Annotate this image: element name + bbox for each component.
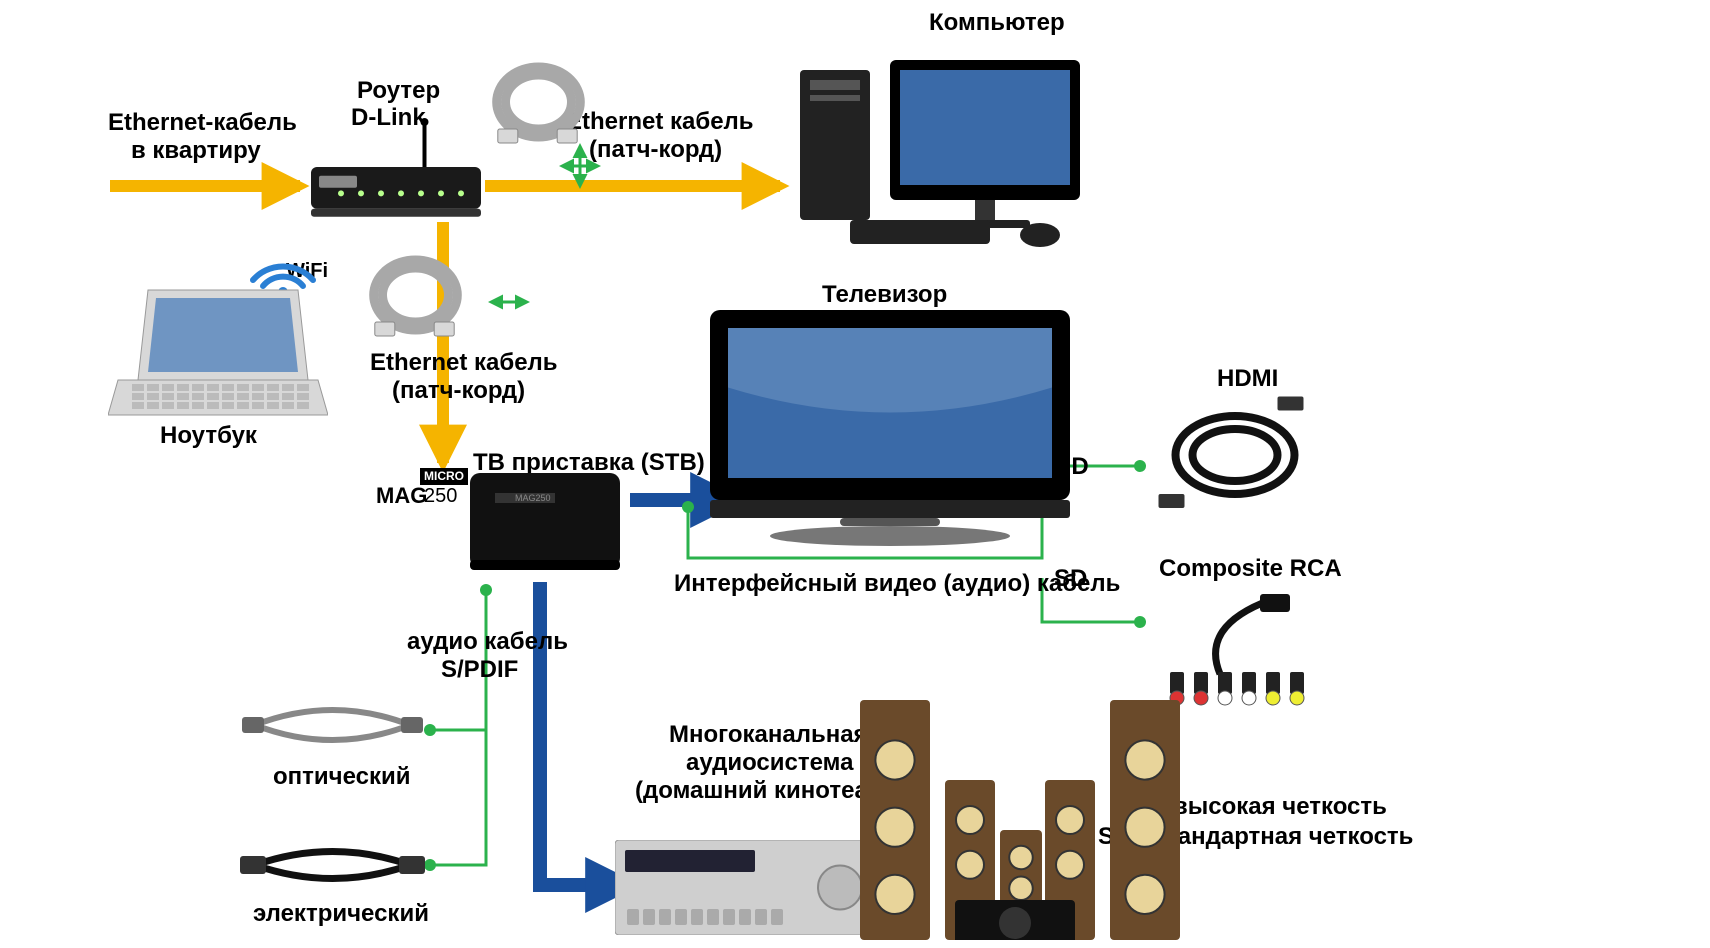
label-eth_apt1: Ethernet-кабель — [108, 108, 297, 138]
device-computer — [790, 40, 1110, 250]
device-receiver — [615, 840, 875, 935]
device-electrical — [240, 830, 425, 900]
label-if_cable: Интерфейсный видео (аудио) кабель — [674, 569, 1120, 599]
label-audio1: аудио кабель — [407, 627, 568, 657]
label-comp_rca: Composite RCA — [1159, 554, 1342, 584]
label-multi1: Многоканальная — [669, 720, 868, 750]
conn-elec-branch — [430, 700, 486, 865]
device-speakers — [860, 640, 1180, 940]
label-multi2: аудиосистема — [686, 748, 853, 778]
device-router — [301, 112, 491, 222]
label-electrical: электрический — [253, 899, 429, 929]
label-audio2: S/PDIF — [441, 655, 518, 685]
label-router1: Роутер — [357, 76, 440, 106]
label-mag250_a: MAG — [376, 482, 427, 510]
device-tv — [700, 300, 1080, 550]
device-rca — [1150, 590, 1350, 710]
label-computer: Компьютер — [929, 8, 1065, 38]
label-laptop: Ноутбук — [160, 421, 257, 451]
label-eth_cable_a2: (патч-корд) — [589, 135, 722, 165]
device-laptop — [108, 280, 328, 420]
device-patch_b — [366, 250, 476, 350]
label-eth_cable_b2: (патч-корд) — [392, 376, 525, 406]
svg-text:MAG250: MAG250 — [515, 493, 551, 503]
device-optical — [240, 690, 425, 760]
label-eth_cable_b1: Ethernet кабель — [370, 348, 558, 378]
label-mag250_b: 250 — [424, 484, 457, 509]
label-eth_apt2: в квартиру — [131, 136, 261, 166]
device-stb: MAG250 — [465, 468, 625, 578]
label-optical: оптический — [273, 762, 411, 792]
conn-opt-branch — [430, 700, 486, 730]
device-patch_a — [489, 57, 599, 157]
device-hdmi — [1150, 390, 1320, 520]
